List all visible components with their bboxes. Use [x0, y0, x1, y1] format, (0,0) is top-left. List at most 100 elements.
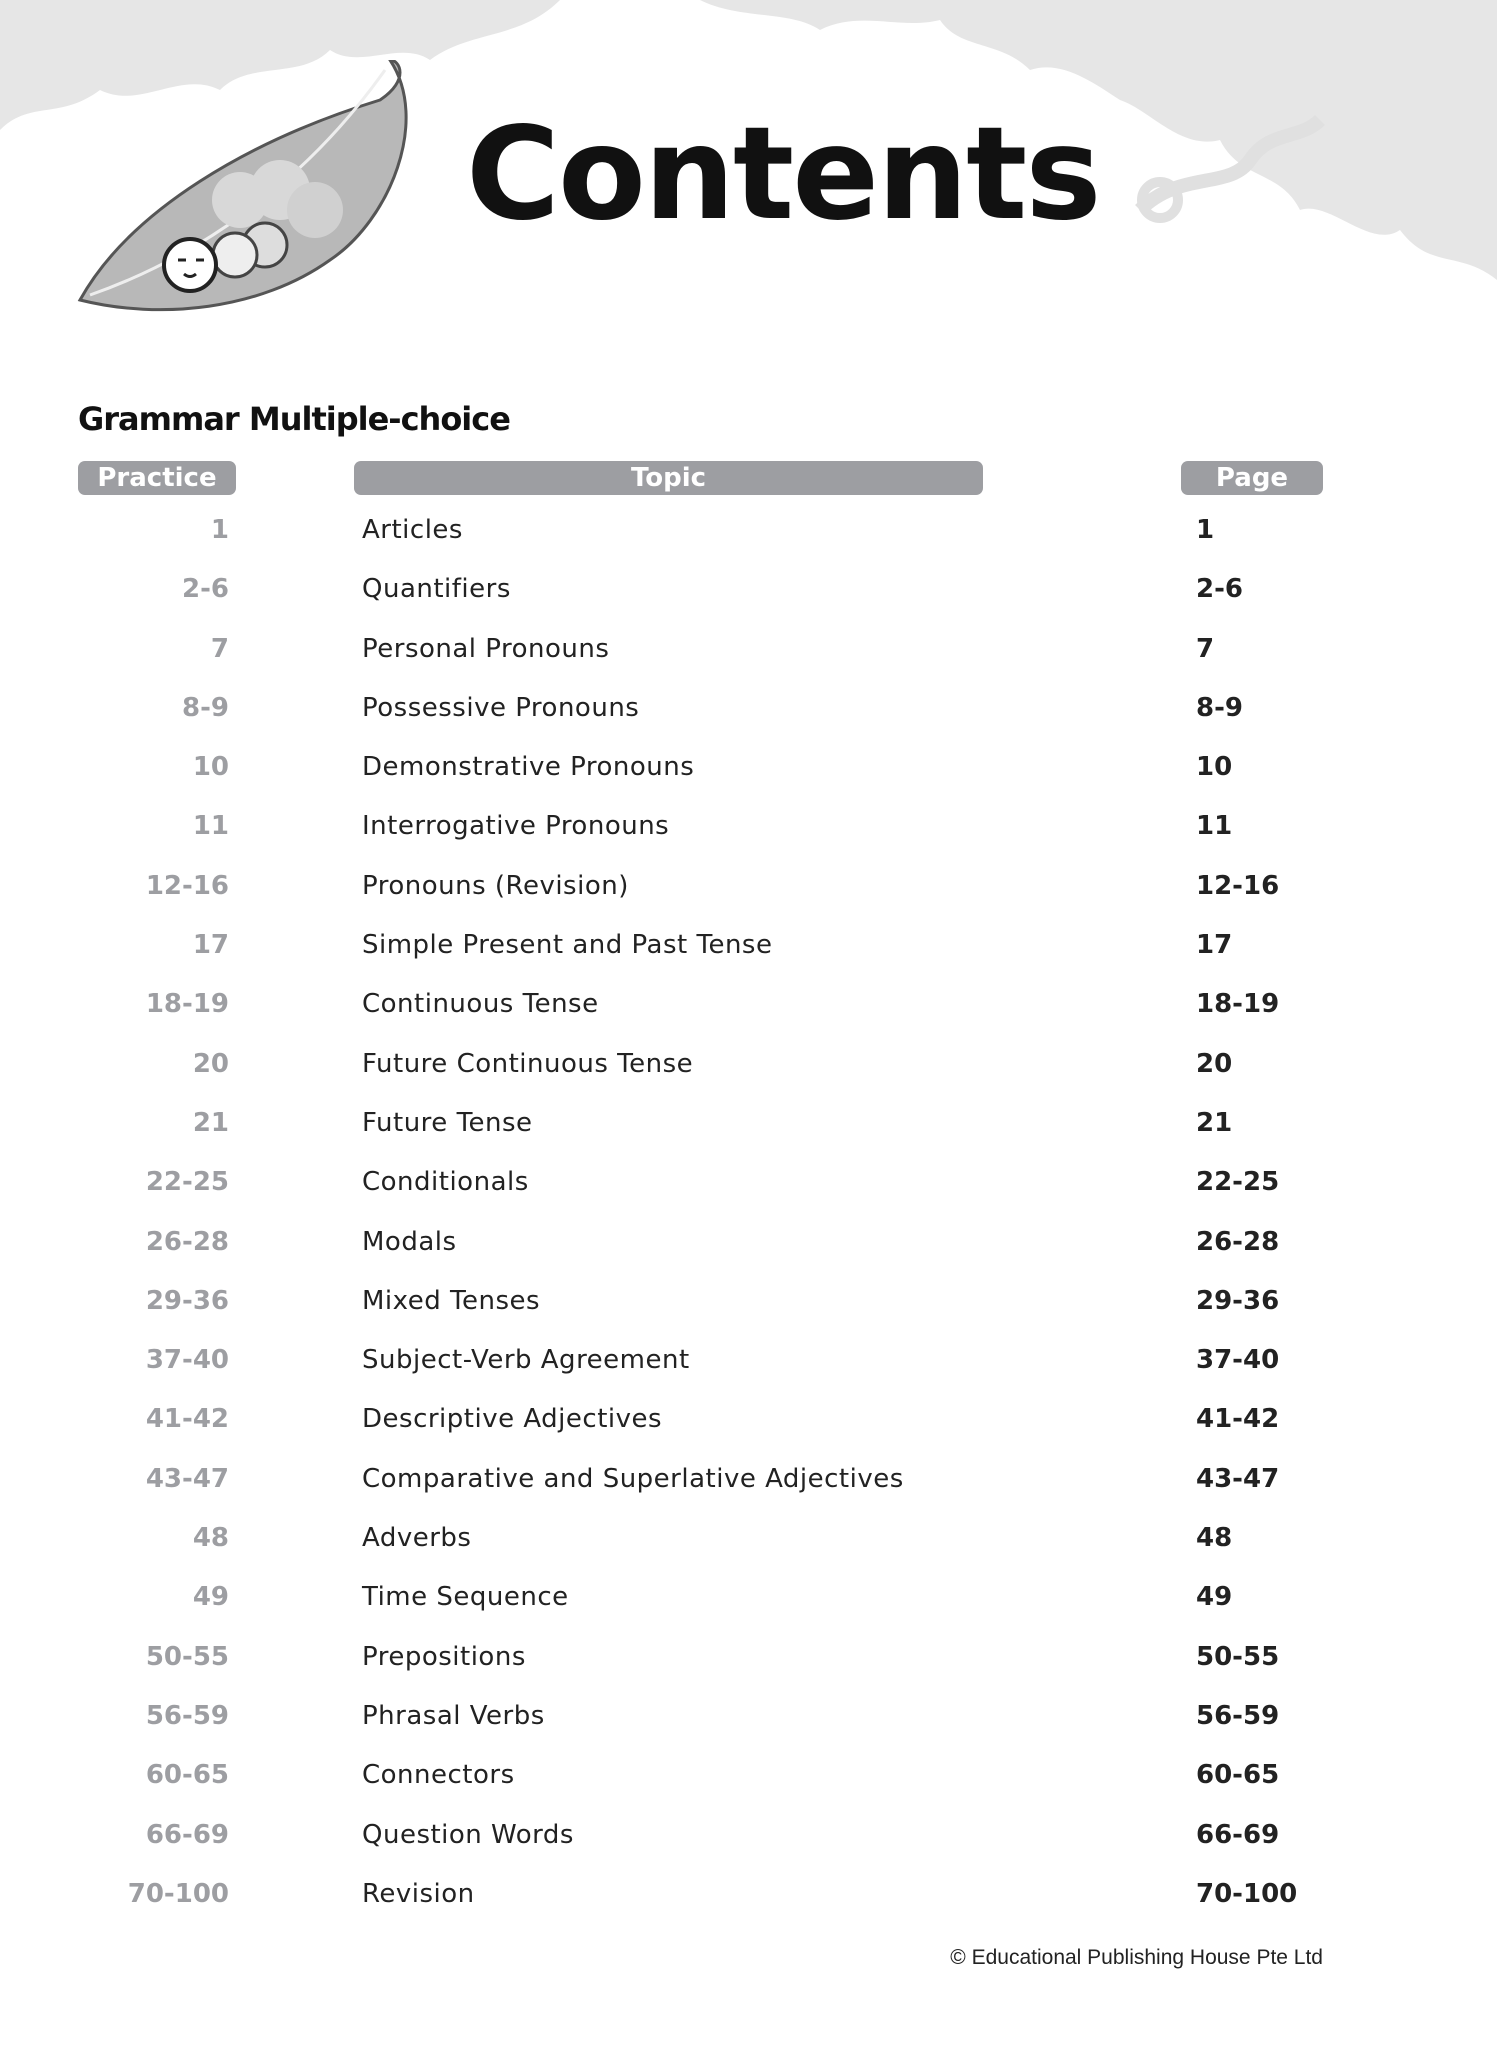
- topic-name: Future Continuous Tense: [362, 1048, 694, 1079]
- page-number: 66-69: [1196, 1819, 1280, 1850]
- topic-name: Modals: [362, 1226, 457, 1257]
- table-row: 60-65 Connectors 60-65: [0, 1748, 1497, 1807]
- practice-number: 56-59: [145, 1700, 229, 1731]
- topic-name: Prepositions: [362, 1641, 526, 1672]
- practice-number: 50-55: [145, 1641, 229, 1672]
- topic-name: Future Tense: [362, 1107, 533, 1138]
- page-number: 50-55: [1196, 1641, 1280, 1672]
- page-number: 21: [1196, 1107, 1233, 1138]
- topic-name: Personal Pronouns: [362, 633, 610, 664]
- table-row: 2-6 Quantifiers 2-6: [0, 562, 1497, 621]
- topic-name: Comparative and Superlative Adjectives: [362, 1463, 904, 1494]
- practice-number: 8-9: [182, 692, 229, 723]
- practice-number: 17: [192, 930, 229, 961]
- page-number: 11: [1196, 811, 1233, 842]
- table-row: 1 Articles 1: [0, 503, 1497, 562]
- topic-name: Interrogative Pronouns: [362, 811, 670, 842]
- column-header-topic: Topic: [354, 461, 983, 495]
- page-title: Contents: [466, 100, 1101, 249]
- topic-name: Possessive Pronouns: [362, 692, 640, 723]
- practice-number: 26-28: [145, 1226, 229, 1257]
- copyright-footer: © Educational Publishing House Pte Ltd: [950, 1946, 1323, 1969]
- topic-name: Subject-Verb Agreement: [362, 1345, 690, 1376]
- page-number: 48: [1196, 1523, 1233, 1554]
- practice-number: 10: [192, 752, 229, 783]
- practice-number: 60-65: [145, 1760, 229, 1791]
- practice-number: 43-47: [145, 1463, 229, 1494]
- topic-name: Conditionals: [362, 1167, 529, 1198]
- table-row: 66-69 Question Words 66-69: [0, 1808, 1497, 1867]
- topic-name: Mixed Tenses: [362, 1285, 541, 1316]
- foliage-background: [0, 0, 1497, 280]
- practice-number: 41-42: [145, 1404, 229, 1435]
- table-row: 26-28 Modals 26-28: [0, 1215, 1497, 1274]
- practice-number: 48: [192, 1523, 229, 1554]
- table-row: 17 Simple Present and Past Tense 17: [0, 918, 1497, 977]
- topic-name: Quantifiers: [362, 574, 511, 605]
- practice-number: 11: [192, 811, 229, 842]
- table-row: 8-9 Possessive Pronouns 8-9: [0, 681, 1497, 740]
- page-number: 29-36: [1196, 1285, 1280, 1316]
- page-number: 7: [1196, 633, 1215, 664]
- practice-number: 66-69: [145, 1819, 229, 1850]
- practice-number: 29-36: [145, 1285, 229, 1316]
- table-row: 43-47 Comparative and Superlative Adjecti…: [0, 1452, 1497, 1511]
- table-row: 37-40 Subject-Verb Agreement 37-40: [0, 1333, 1497, 1392]
- column-header-practice: Practice: [78, 461, 236, 495]
- table-row: 50-55 Prepositions 50-55: [0, 1630, 1497, 1689]
- topic-name: Connectors: [362, 1760, 515, 1791]
- page-number: 10: [1196, 752, 1233, 783]
- leaf-caterpillar-illustration: [77, 60, 408, 312]
- section-title: Grammar Multiple-choice: [78, 400, 511, 438]
- practice-number: 1: [210, 515, 229, 545]
- table-row: 48 Adverbs 48: [0, 1511, 1497, 1570]
- topic-name: Phrasal Verbs: [362, 1700, 545, 1731]
- table-row: 12-16 Pronouns (Revision) 12-16: [0, 859, 1497, 918]
- page-number: 56-59: [1196, 1700, 1280, 1731]
- table-row: 20 Future Continuous Tense 20: [0, 1037, 1497, 1096]
- practice-number: 21: [192, 1107, 229, 1138]
- page-number: 18-19: [1196, 989, 1280, 1020]
- topic-name: Adverbs: [362, 1523, 472, 1554]
- topic-name: Pronouns (Revision): [362, 870, 629, 901]
- column-header-page: Page: [1181, 461, 1323, 495]
- page-number: 49: [1196, 1582, 1233, 1613]
- page-number: 37-40: [1196, 1345, 1280, 1376]
- topic-name: Articles: [362, 515, 463, 545]
- practice-number: 2-6: [182, 574, 229, 605]
- page-number: 12-16: [1196, 870, 1280, 901]
- page-number: 26-28: [1196, 1226, 1280, 1257]
- page-number: 1: [1196, 515, 1215, 545]
- practice-number: 12-16: [145, 870, 229, 901]
- table-row: 70-100 Revision 70-100: [0, 1867, 1497, 1926]
- table-row: 11 Interrogative Pronouns 11: [0, 799, 1497, 858]
- table-row: 21 Future Tense 21: [0, 1096, 1497, 1155]
- table-row: 29-36 Mixed Tenses 29-36: [0, 1274, 1497, 1333]
- page-number: 8-9: [1196, 692, 1243, 723]
- practice-number: 7: [210, 633, 229, 664]
- table-row: 49 Time Sequence 49: [0, 1570, 1497, 1629]
- table-row: 7 Personal Pronouns 7: [0, 622, 1497, 681]
- topic-name: Question Words: [362, 1819, 574, 1850]
- practice-number: 37-40: [145, 1345, 229, 1376]
- topic-name: Demonstrative Pronouns: [362, 752, 695, 783]
- topic-name: Descriptive Adjectives: [362, 1404, 663, 1435]
- practice-number: 22-25: [145, 1167, 229, 1198]
- table-row: 22-25 Conditionals 22-25: [0, 1155, 1497, 1214]
- table-row: 41-42 Descriptive Adjectives 41-42: [0, 1392, 1497, 1451]
- table-row: 18-19 Continuous Tense 18-19: [0, 977, 1497, 1036]
- page-number: 43-47: [1196, 1463, 1280, 1494]
- page-number: 60-65: [1196, 1760, 1280, 1791]
- page-number: 22-25: [1196, 1167, 1280, 1198]
- table-row: 10 Demonstrative Pronouns 10: [0, 740, 1497, 799]
- table-row: 56-59 Phrasal Verbs 56-59: [0, 1689, 1497, 1748]
- topic-name: Continuous Tense: [362, 989, 599, 1020]
- page-number: 41-42: [1196, 1404, 1280, 1435]
- topic-name: Simple Present and Past Tense: [362, 930, 773, 961]
- topic-name: Time Sequence: [362, 1582, 569, 1613]
- page-number: 20: [1196, 1048, 1233, 1079]
- page-number: 2-6: [1196, 574, 1243, 605]
- contents-table: 1 Articles 1 2-6 Quantifiers 2-6 7 Personal Pro…: [0, 503, 1497, 1926]
- practice-number: 70-100: [127, 1878, 229, 1909]
- practice-number: 20: [192, 1048, 229, 1079]
